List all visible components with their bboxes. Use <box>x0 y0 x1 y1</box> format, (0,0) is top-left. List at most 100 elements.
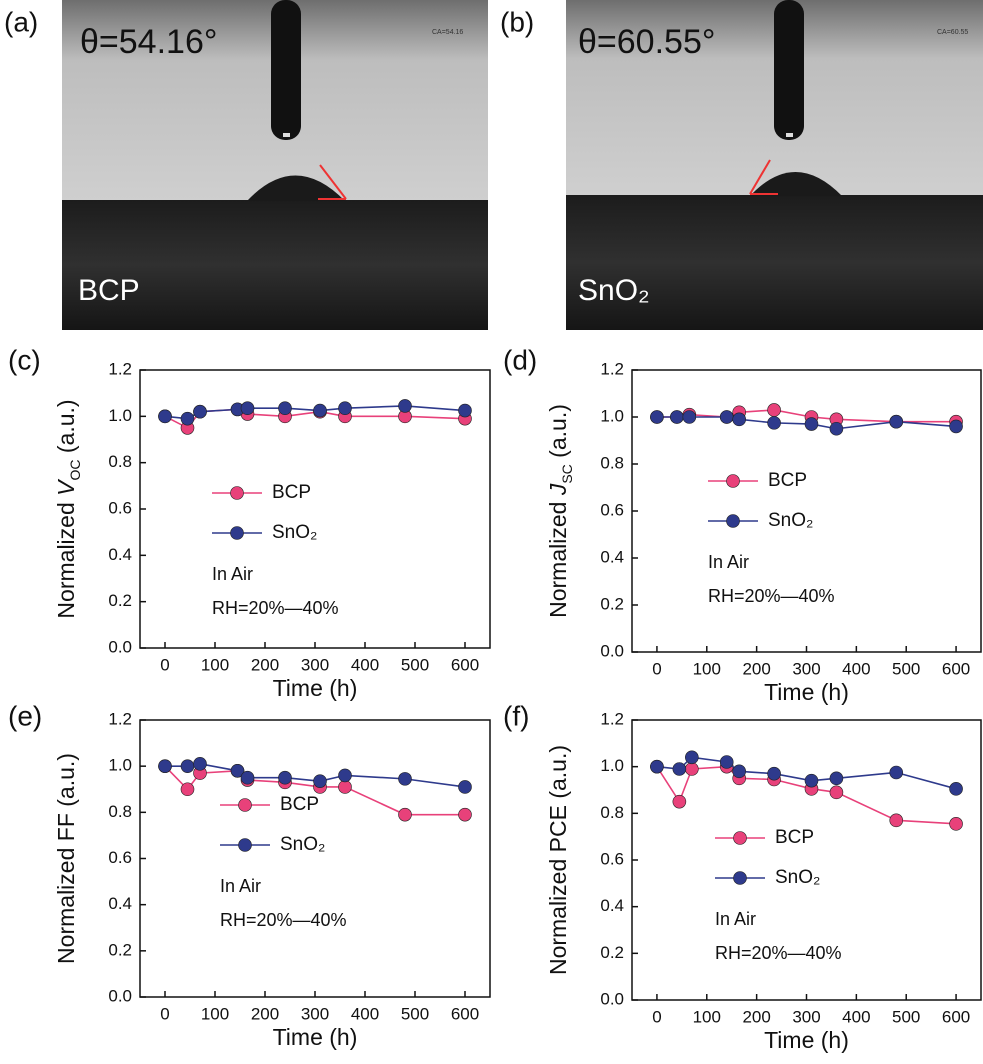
y-tick-label: 0.0 <box>600 989 624 1008</box>
sample-label: BCP <box>78 274 140 307</box>
data-point <box>670 410 684 424</box>
panel-label: (f) <box>503 700 529 731</box>
y-tick-label: 0.2 <box>108 940 132 959</box>
y-axis-title-part: (a.u.) <box>545 404 571 464</box>
y-tick-label: 0.2 <box>600 943 624 962</box>
x-tick-label: 500 <box>892 1007 920 1026</box>
y-axis-title-part: Normalized <box>545 495 571 618</box>
x-tick-label: 200 <box>742 659 770 678</box>
panel-label: (e) <box>8 700 42 731</box>
data-point <box>949 817 963 831</box>
data-point <box>829 785 844 800</box>
data-point <box>230 763 245 778</box>
data-point <box>180 782 195 797</box>
x-tick-label: 300 <box>792 659 820 678</box>
x-axis-title: Time (h) <box>273 1024 358 1050</box>
legend-label: BCP <box>768 470 807 491</box>
annotation: In Air <box>715 909 756 929</box>
data-point <box>889 813 904 828</box>
data-point <box>193 757 207 771</box>
legend-marker <box>726 514 740 528</box>
annotation: RH=20%—40% <box>715 943 842 963</box>
y-tick-label: 1.2 <box>108 709 132 728</box>
annotation: RH=20%—40% <box>212 598 339 618</box>
substrate <box>62 200 488 330</box>
x-tick-label: 200 <box>251 655 279 674</box>
data-point <box>398 807 412 822</box>
x-tick-label: 500 <box>401 655 429 674</box>
series-line <box>164 765 465 816</box>
annotation: In Air <box>220 876 261 896</box>
y-axis-title-part: Normalized <box>53 496 79 619</box>
data-point <box>804 773 819 788</box>
data-point <box>804 417 819 431</box>
annotation: In Air <box>212 564 253 584</box>
x-tick-label: 600 <box>942 1007 970 1026</box>
series-line <box>656 765 957 825</box>
data-point <box>889 765 904 780</box>
data-point <box>767 416 781 430</box>
legend-label: BCP <box>272 482 311 503</box>
series-line <box>656 756 957 790</box>
y-axis-title-part: SC <box>559 464 575 483</box>
x-tick-label: 0 <box>652 659 661 678</box>
x-tick-label: 300 <box>301 655 329 674</box>
legend-marker <box>238 798 252 812</box>
y-tick-label: 0.2 <box>108 591 132 610</box>
x-tick-label: 400 <box>351 1004 379 1023</box>
y-tick-label: 0.4 <box>600 896 624 915</box>
panel-label: (d) <box>503 344 537 375</box>
data-point <box>767 766 781 781</box>
data-point <box>672 762 687 776</box>
annotation: RH=20%—40% <box>708 586 835 606</box>
photo-a <box>62 0 488 330</box>
panel-label: (a) <box>4 6 38 37</box>
needle <box>774 0 804 140</box>
data-point <box>313 403 327 418</box>
data-point <box>829 771 844 786</box>
x-tick-label: 0 <box>160 1004 169 1023</box>
data-point <box>398 772 412 786</box>
y-axis-title: Normalized JSC (a.u.) <box>545 404 575 618</box>
y-tick-label: 1.2 <box>108 359 132 378</box>
data-point <box>338 401 352 416</box>
x-tick-label: 300 <box>792 1007 820 1026</box>
y-tick-label: 0.4 <box>108 545 132 564</box>
x-tick-label: 100 <box>201 655 229 674</box>
data-point <box>767 403 781 417</box>
x-tick-label: 200 <box>251 1004 279 1023</box>
y-axis-title-part: J <box>545 483 571 496</box>
data-point <box>193 404 207 419</box>
x-axis-title: Time (h) <box>764 1027 849 1053</box>
legend-label: BCP <box>280 794 319 815</box>
legend-marker <box>726 474 740 488</box>
y-tick-label: 0.8 <box>108 452 132 471</box>
y-tick-label: 0.4 <box>600 547 624 566</box>
annotation: In Air <box>708 552 749 572</box>
y-tick-label: 0.8 <box>108 802 132 821</box>
data-point <box>313 774 327 788</box>
y-tick-label: 0.4 <box>108 894 132 913</box>
x-axis-title: Time (h) <box>764 679 849 705</box>
plot-frame <box>139 719 491 998</box>
panel-label: (b) <box>500 6 534 37</box>
x-tick-label: 600 <box>451 1004 479 1023</box>
x-tick-label: 100 <box>693 1007 721 1026</box>
needle <box>271 0 301 140</box>
x-tick-label: 300 <box>301 1004 329 1023</box>
droplet <box>750 172 842 196</box>
legend-marker <box>733 871 747 885</box>
data-point <box>732 412 746 427</box>
y-axis-title-part: V <box>53 478 79 496</box>
y-tick-label: 1.0 <box>108 406 132 425</box>
data-point <box>719 755 734 769</box>
photo-b <box>566 0 983 330</box>
data-point <box>458 807 472 822</box>
y-axis-title-part: (a.u.) <box>53 399 79 459</box>
y-tick-label: 0.6 <box>600 849 624 868</box>
data-point <box>650 759 664 774</box>
data-point <box>949 782 963 796</box>
y-tick-label: 0.0 <box>108 637 132 656</box>
